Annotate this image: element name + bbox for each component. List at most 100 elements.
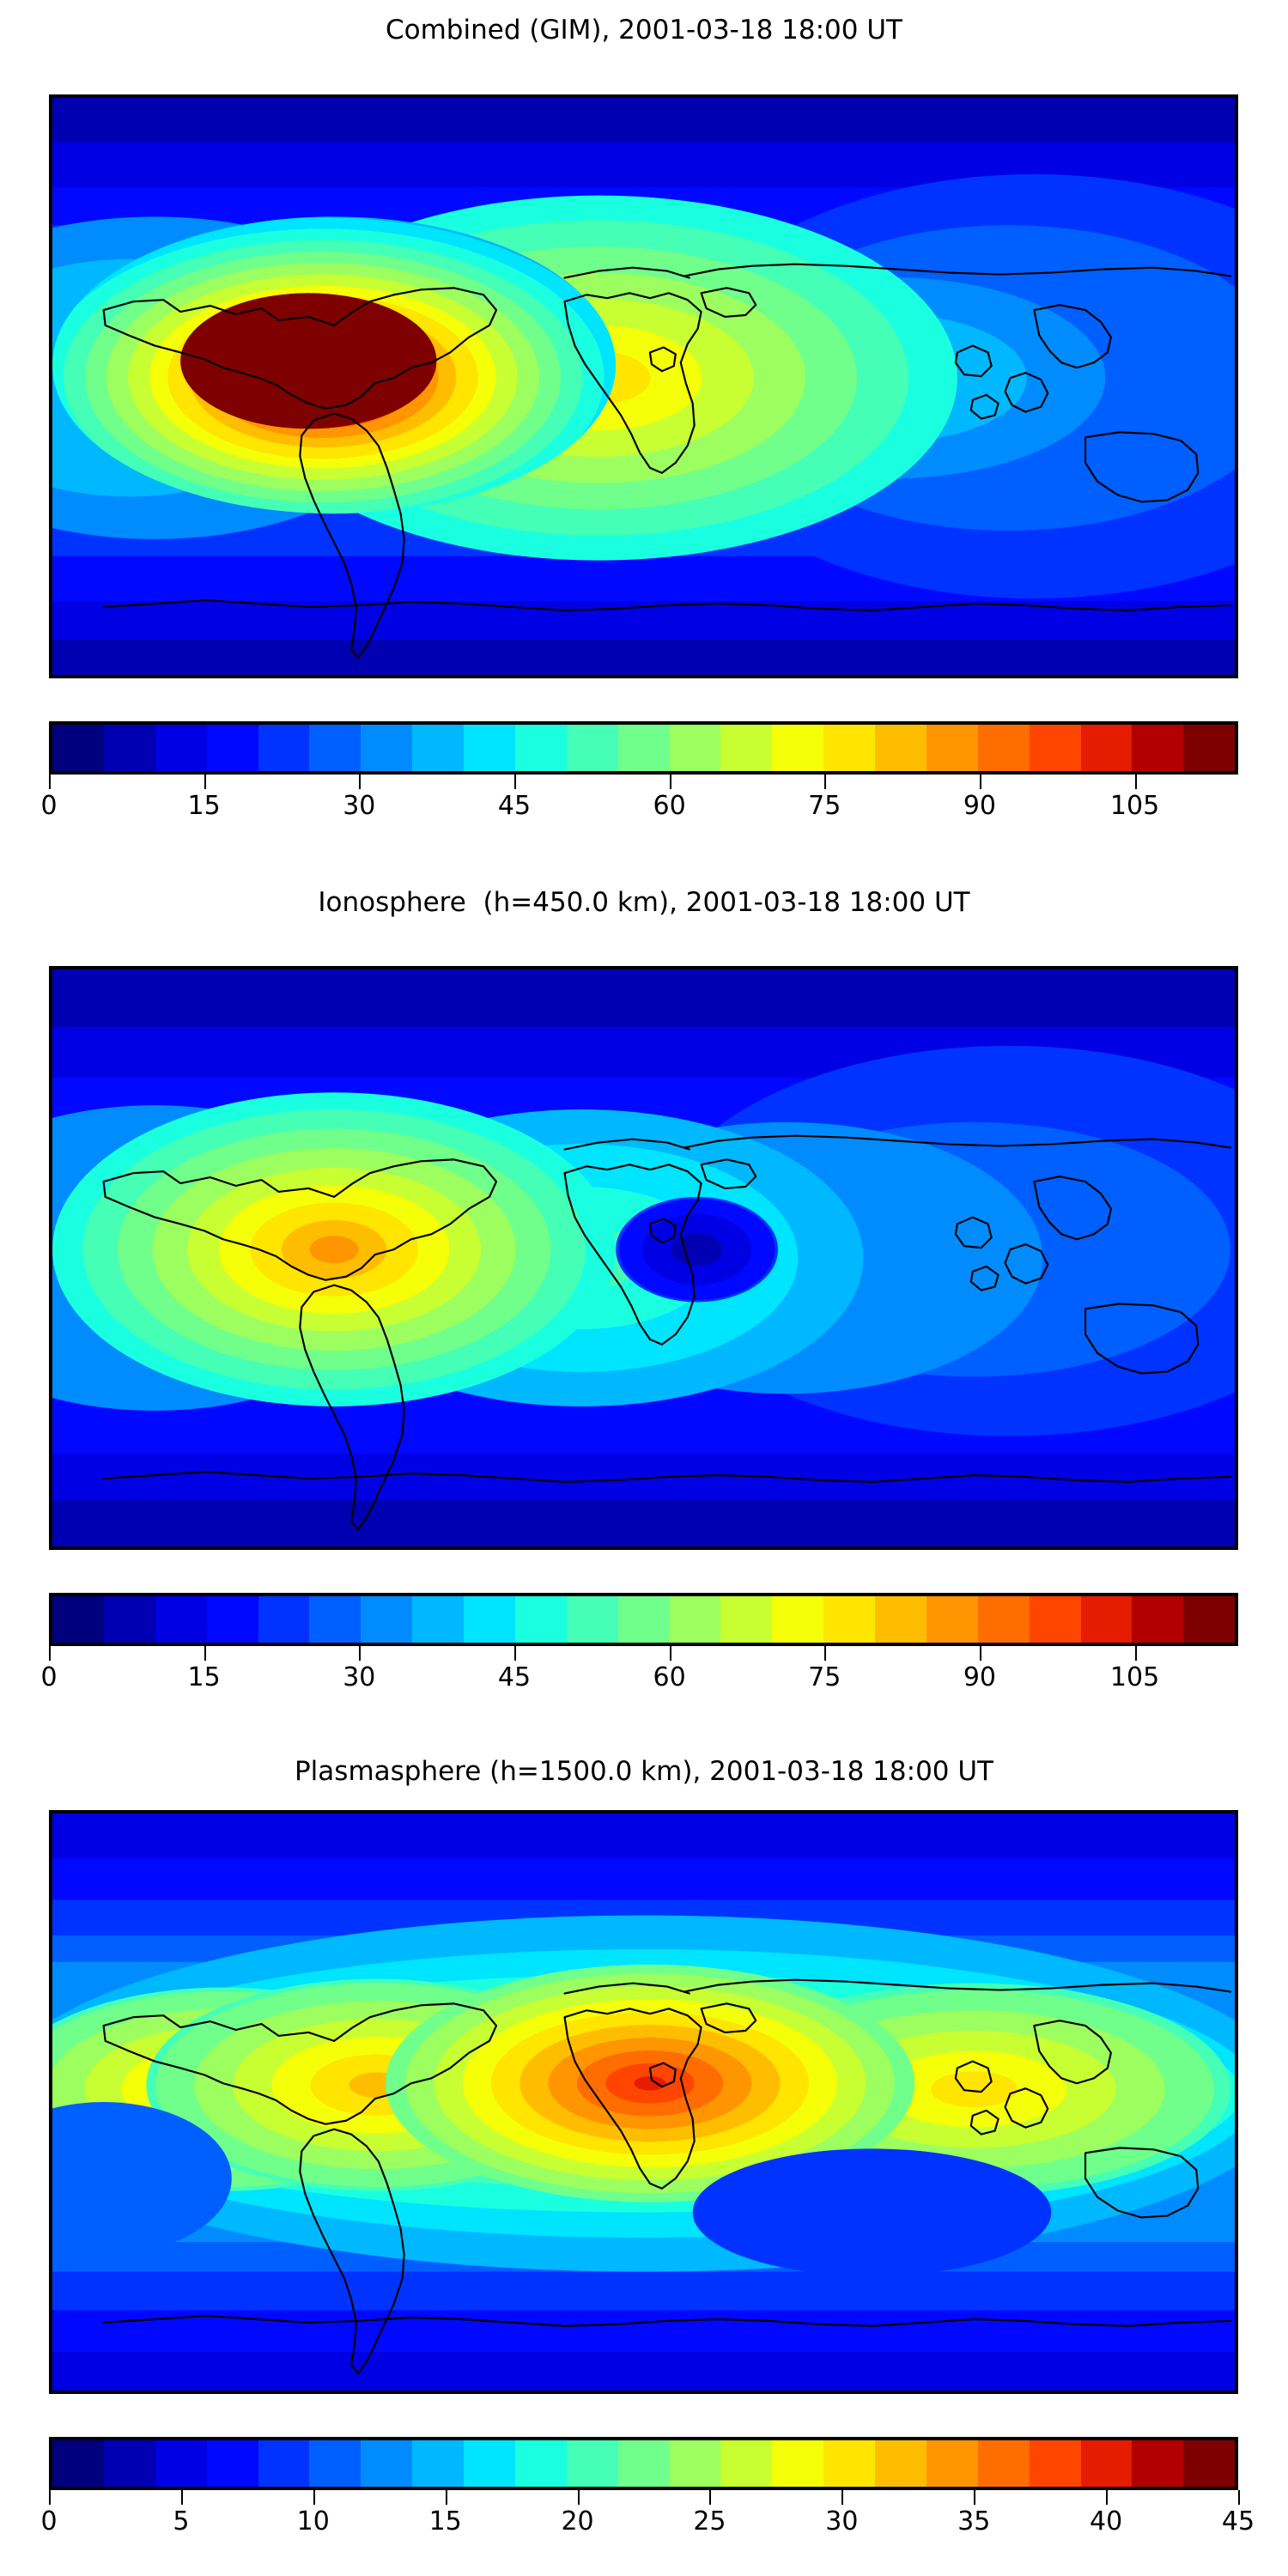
colorbar-tick-30 [359,1646,361,1661]
colorbar-tick-45 [513,775,516,789]
colorbar-tick-label-75: 75 [808,791,841,821]
colorbar-tick-30 [359,775,361,789]
colorbar-tick-label-15: 15 [187,791,221,821]
colorbar-tick-20 [577,2490,580,2505]
colorbar-band-14 [772,1596,824,1643]
field-plasmasphere [52,1814,1235,2391]
colorbar-tick-label-30: 30 [343,1662,376,1692]
colorbar-band-20 [1080,2440,1133,2487]
colorbar-band-3 [206,2440,258,2487]
colorbar-band-10 [566,1596,618,1643]
colorbar-tick-label-90: 90 [963,791,996,821]
colorbar-band-17 [926,725,978,771]
colorbar-band-12 [669,1596,721,1643]
colorbar-tick-label-40: 40 [1090,2506,1123,2537]
colorbar-tick-label-15: 15 [187,1662,221,1692]
colorbar-tick-label-25: 25 [693,2506,726,2537]
colorbar-tick-label-60: 60 [653,1662,686,1692]
colorbar-band-13 [720,2440,773,2487]
colorbar-tick-60 [669,1646,671,1661]
colorbar-plasmasphere [49,2437,1238,2490]
coastlines-plasmasphere [102,1978,1232,2375]
colorbar-tick-label-45: 45 [1221,2506,1255,2537]
colorbar-combined-bands [49,721,1238,775]
colorbar-band-15 [823,725,875,771]
colorbar-tick-0 [49,2490,51,2505]
colorbar-band-15 [823,2440,875,2487]
panel-title-plasmasphere: Plasmasphere (h=1500.0 km), 2001-03-18 1… [294,1756,993,1787]
colorbar-tick-15 [204,775,206,789]
colorbar-band-8 [464,1596,515,1643]
colorbar-plasmasphere-ticks: 0 5 10 15 20 25 30 35 40 45 [40,2490,1255,2542]
colorbar-tick-25 [709,2490,712,2505]
colorbar-tick-30 [841,2490,844,2505]
colorbar-band-18 [977,2440,1030,2487]
colorbar-band-1 [103,1596,155,1643]
colorbar-tick-label-105: 105 [1109,1662,1160,1692]
colorbar-band-20 [1080,725,1133,771]
colorbar-tick-label-45: 45 [497,791,532,821]
colorbar-band-2 [155,1596,207,1643]
colorbar-band-9 [514,2440,567,2487]
colorbar-ionosphere-ticks: 0 15 30 45 60 75 90 105 [40,1646,1238,1698]
panel-ionosphere: Ionosphere (h=450.0 km), 2001-03-18 18:0… [0,859,1288,1735]
panel-plasmasphere: Plasmasphere (h=1500.0 km), 2001-03-18 1… [0,1735,1288,2576]
map-combined [49,94,1238,678]
map-ionosphere-svg [52,969,1235,1546]
colorbar-tick-label-0: 0 [40,1662,58,1692]
colorbar-tick-15 [204,1646,206,1661]
colorbar-band-17 [926,2440,978,2487]
colorbar-band-4 [258,725,310,771]
colorbar-band-5 [309,2440,361,2487]
colorbar-tick-75 [824,1646,827,1661]
colorbar-tick-10 [313,2490,315,2505]
colorbar-band-5 [309,1596,361,1643]
colorbar-tick-90 [979,775,981,789]
colorbar-band-2 [155,2440,207,2487]
colorbar-band-12 [669,725,721,771]
colorbar-tick-label-30: 30 [825,2506,859,2537]
colorbar-tick-label-5: 5 [173,2506,190,2537]
colorbar-tick-label-0: 0 [40,791,58,821]
panel-title-combined: Combined (GIM), 2001-03-18 18:00 UT [386,15,902,46]
colorbar-band-1 [103,725,155,771]
colorbar-tick-label-20: 20 [561,2506,594,2537]
colorbar-band-8 [464,2440,515,2487]
colorbar-band-8 [464,725,515,771]
colorbar-band-16 [875,1596,927,1643]
colorbar-ionosphere [49,1593,1238,1646]
map-ionosphere [49,966,1238,1550]
colorbar-band-6 [361,1596,413,1643]
colorbar-tick-35 [974,2490,976,2505]
map-plasmasphere [49,1810,1238,2394]
colorbar-tick-105 [1134,1646,1137,1661]
colorbar-band-1 [103,2440,155,2487]
colorbar-band-11 [617,2440,670,2487]
colorbar-band-16 [875,725,927,771]
colorbar-band-10 [566,2440,618,2487]
map-combined-svg [52,98,1235,675]
colorbar-tick-45 [1238,2490,1240,2505]
colorbar-band-7 [412,725,464,771]
panel-combined: Combined (GIM), 2001-03-18 18:00 UT [0,0,1288,859]
colorbar-tick-label-0: 0 [40,2506,58,2537]
colorbar-band-2 [155,725,207,771]
colorbar-band-21 [1132,725,1184,771]
colorbar-combined [49,721,1238,775]
colorbar-tick-label-45: 45 [497,1662,532,1692]
colorbar-band-19 [1029,2440,1081,2487]
colorbar-tick-label-35: 35 [957,2506,991,2537]
colorbar-band-0 [52,725,104,771]
colorbar-tick-label-60: 60 [653,791,686,821]
colorbar-tick-5 [180,2490,183,2505]
coastlines-combined [102,263,1232,659]
colorbar-band-19 [1029,725,1081,771]
colorbar-band-11 [617,1596,670,1643]
colorbar-tick-40 [1106,2490,1109,2505]
colorbar-band-20 [1080,1596,1133,1643]
field-ionosphere [52,969,1235,1546]
colorbar-band-12 [669,2440,721,2487]
colorbar-band-22 [1183,1596,1236,1643]
colorbar-band-11 [617,725,670,771]
